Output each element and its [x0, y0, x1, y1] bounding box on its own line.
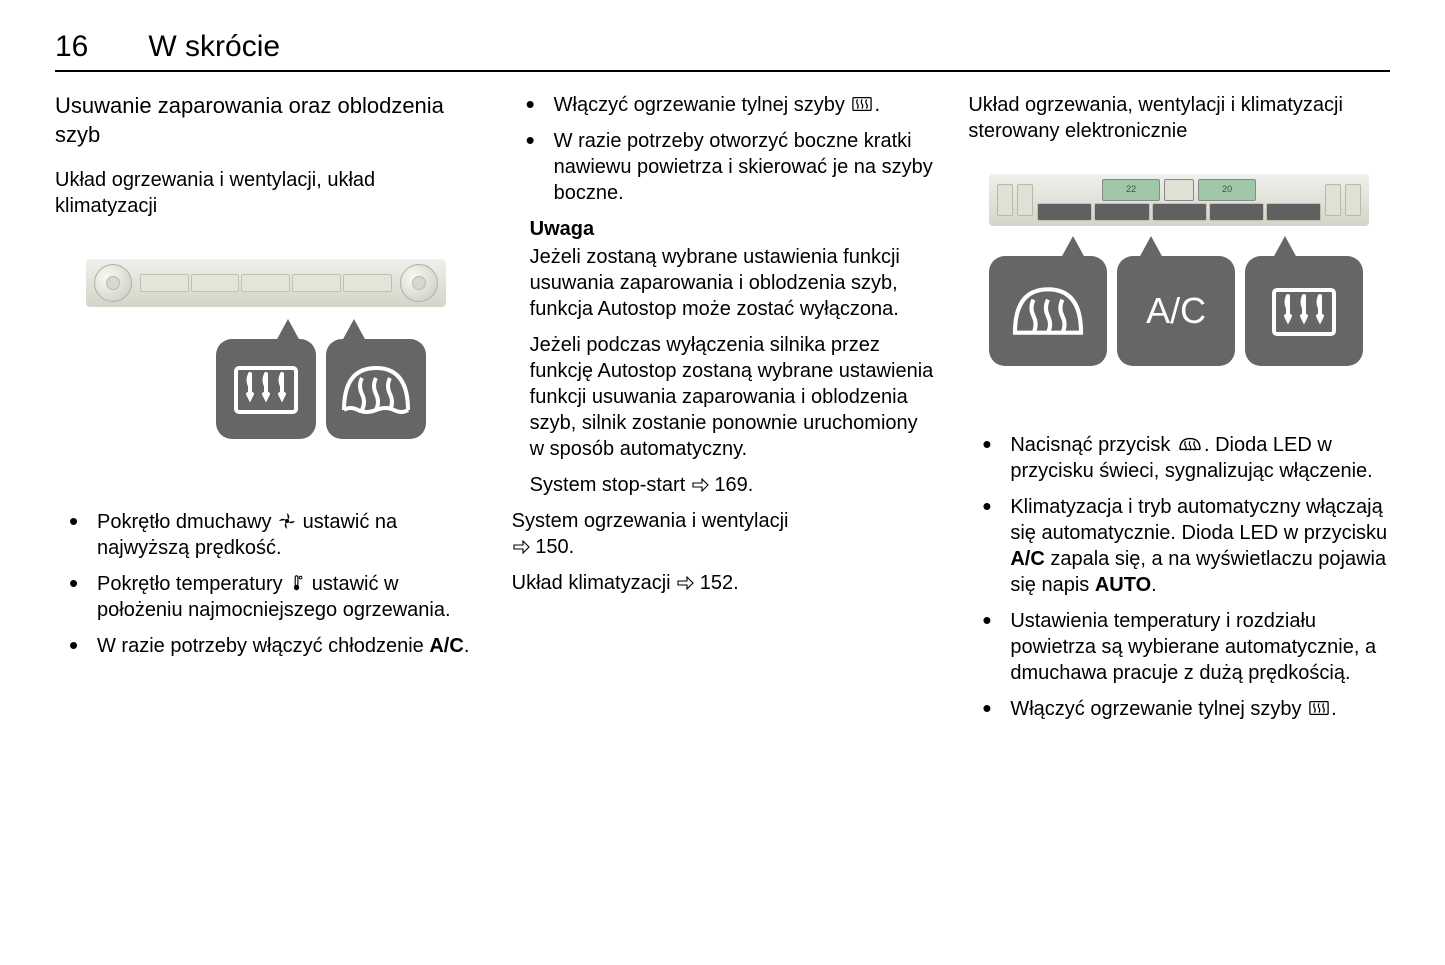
panel-btn: [292, 274, 341, 292]
callout-rear-defrost: .figure2 .callout-box[data-name="callout…: [1245, 256, 1363, 366]
side-btn: [1325, 184, 1341, 216]
panel-btn: [241, 274, 290, 292]
ac-label: A/C: [1010, 548, 1044, 570]
auto-label: AUTO: [1095, 574, 1151, 596]
callout-front-defrost: .callout-box[data-name="callout-front-de…: [326, 339, 426, 439]
panel-btn: [140, 274, 189, 292]
front-defrost-icon: [1008, 279, 1088, 343]
side-btn: [997, 184, 1013, 216]
bullet-text: Włączyć ogrzewanie tylnej szyby: [1010, 698, 1307, 720]
chapter-title: W skrócie: [148, 30, 280, 64]
ac-icon-label: A/C: [1146, 288, 1206, 335]
col3-bullets: Nacisnąć przycisk . Dioda LED w przycisk…: [968, 432, 1390, 722]
rear-defrost-icon: [1266, 280, 1342, 342]
panel-btn-dark: [1266, 203, 1321, 221]
button-row: [1037, 203, 1321, 221]
panel-btn-dark: [1152, 203, 1207, 221]
column-3: Układ ogrzewania, wentylacji i klimatyza…: [968, 92, 1390, 732]
note-block: Uwaga Jeżeli zostaną wybrane ustawienia …: [530, 216, 934, 498]
center-display: [1164, 179, 1194, 201]
list-item: Pokrętło dmuchawy ustawić na najwyższą p…: [55, 509, 477, 561]
bullet-text: .: [1331, 698, 1337, 720]
callout-front-defrost: .figure2 .callout-box[data-name="callout…: [989, 256, 1107, 366]
callout-ac: .figure2 .callout-box[data-name="callout…: [1117, 256, 1235, 366]
temp-display-left: 22: [1102, 179, 1160, 201]
bullet-text: .: [464, 635, 470, 657]
temp-display-right: 20: [1198, 179, 1256, 201]
rear-defrost-icon: [850, 94, 874, 114]
list-item: W razie potrzeby włączyć chłodzenie A/C.: [55, 633, 477, 659]
ac-label: A/C: [429, 635, 463, 657]
panel-btn-dark: [1209, 203, 1264, 221]
col3-subtitle: Układ ogrzewania, wentylacji i klimatyza…: [968, 92, 1390, 144]
rear-defrost-icon: [1307, 698, 1331, 718]
figure-basic-climate-panel: .callout-box[data-name="callout-rear-def…: [86, 259, 446, 479]
panel-btn: [343, 274, 392, 292]
climate-panel-basic: [86, 259, 446, 307]
rear-defrost-icon: [230, 358, 302, 420]
ref-text: System ogrzewania i wentylacji: [512, 510, 789, 532]
page-header: 16 W skrócie: [55, 30, 1390, 72]
col2-bullets-top: Włączyć ogrzewanie tylnej szyby . W razi…: [512, 92, 934, 206]
bullet-text: zapala się, a na wyświetlaczu pojawia si…: [1010, 548, 1386, 596]
list-item: Ustawienia temperatury i rozdziału powie…: [968, 608, 1390, 686]
center-stack: 22 20: [1037, 179, 1321, 221]
thermo-icon: [288, 573, 306, 593]
front-defrost-icon: [338, 358, 414, 420]
col1-subtitle: Układ ogrzewania i wentylacji, układ kli…: [55, 167, 477, 219]
bullet-text: W razie potrzeby włączyć chłodzenie: [97, 635, 429, 657]
column-2: Włączyć ogrzewanie tylnej szyby . W razi…: [512, 92, 934, 732]
note-paragraph: Jeżeli podczas wyłączenia silnika przez …: [530, 332, 934, 462]
section-title: Usuwanie zaparowania oraz oblodzenia szy…: [55, 92, 477, 149]
callout-rear-defrost: .callout-box[data-name="callout-rear-def…: [216, 339, 316, 439]
front-defrost-icon: [1176, 434, 1204, 454]
list-item: Pokrętło temperatury ustawić w położeniu…: [55, 571, 477, 623]
bullet-text: Nacisnąć przycisk: [1010, 434, 1176, 456]
bullet-text: .: [874, 94, 880, 116]
reference-arrow-icon: [512, 540, 530, 554]
ref-page: 150.: [535, 536, 574, 558]
fan-icon: [277, 511, 297, 531]
figure-electronic-climate-panel: 22 20 .figure2 .callout-box[: [989, 174, 1369, 404]
content-columns: Usuwanie zaparowania oraz oblodzenia szy…: [55, 92, 1390, 732]
panel-btn-dark: [1094, 203, 1149, 221]
bullet-text: .: [1151, 574, 1157, 596]
bullet-text: Włączyć ogrzewanie tylnej szyby: [554, 94, 851, 116]
bullet-text: Pokrętło temperatury: [97, 573, 288, 595]
reference-arrow-icon: [676, 576, 694, 590]
ref-text: Układ klimatyzacji: [512, 572, 676, 594]
temp-knob: [400, 264, 438, 302]
column-1: Usuwanie zaparowania oraz oblodzenia szy…: [55, 92, 477, 732]
climate-panel-electronic: 22 20: [989, 174, 1369, 226]
cross-reference: System ogrzewania i wentylacji 150.: [512, 508, 934, 560]
cross-reference: Układ klimatyzacji 152.: [512, 570, 934, 596]
bullet-text: Ustawienia temperatury i rozdziału powie…: [1010, 610, 1376, 684]
side-btn: [1017, 184, 1033, 216]
note-heading: Uwaga: [530, 216, 934, 242]
display-row: 22 20: [1037, 179, 1321, 201]
bullet-text: Klimatyzacja i tryb automatyczny włączaj…: [1010, 496, 1387, 544]
col1-bullets: Pokrętło dmuchawy ustawić na najwyższą p…: [55, 509, 477, 659]
panel-btn: [191, 274, 240, 292]
list-item: Nacisnąć przycisk . Dioda LED w przycisk…: [968, 432, 1390, 484]
bullet-text: W razie potrzeby otworzyć boczne kratki …: [554, 130, 933, 204]
cross-reference: System stop-start 169.: [530, 472, 934, 498]
ref-page: 169.: [714, 474, 753, 496]
bullet-text: Pokrętło dmuchawy: [97, 511, 277, 533]
note-paragraph: Jeżeli zostaną wybrane ustawienia funkcj…: [530, 244, 934, 322]
reference-arrow-icon: [691, 478, 709, 492]
list-item: W razie potrzeby otworzyć boczne kratki …: [512, 128, 934, 206]
list-item: Włączyć ogrzewanie tylnej szyby .: [968, 696, 1390, 722]
panel-buttons: [140, 274, 392, 292]
page-number: 16: [55, 30, 88, 64]
side-btn: [1345, 184, 1361, 216]
fan-knob: [94, 264, 132, 302]
list-item: Klimatyzacja i tryb automatyczny włączaj…: [968, 494, 1390, 598]
ref-text: System stop-start: [530, 474, 691, 496]
list-item: Włączyć ogrzewanie tylnej szyby .: [512, 92, 934, 118]
ref-page: 152.: [700, 572, 739, 594]
panel-btn-dark: [1037, 203, 1092, 221]
